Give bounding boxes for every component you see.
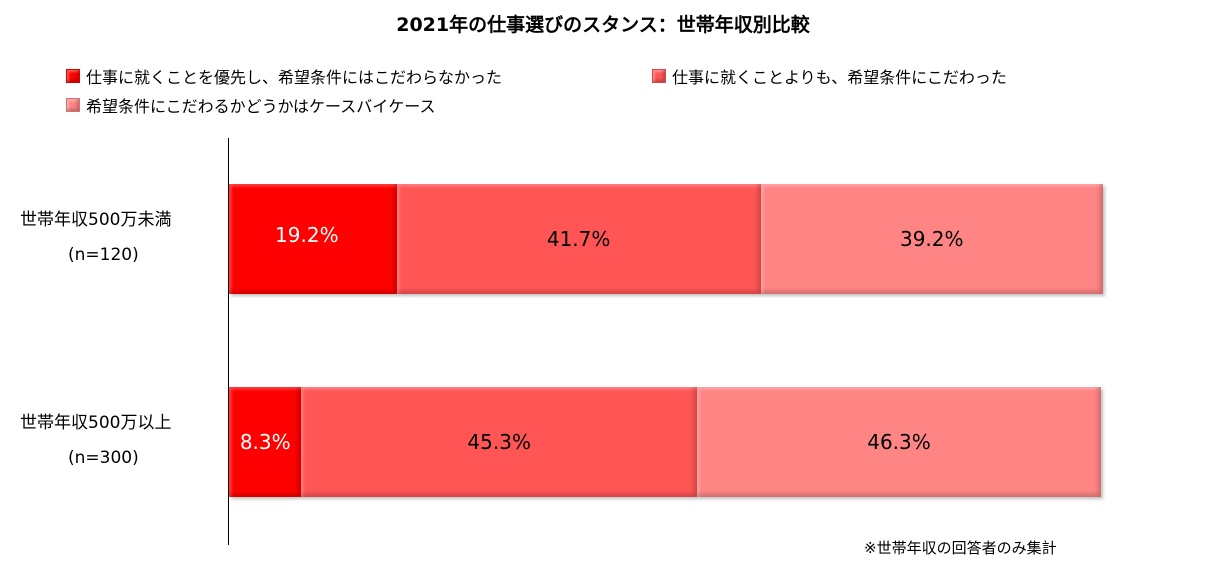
bar-row1-series1: 19.2% xyxy=(229,184,397,294)
legend-label-2: 仕事に就くことよりも、希望条件にこだわった xyxy=(672,68,1007,87)
legend-swatch-2 xyxy=(652,69,666,83)
legend-item-2: 仕事に就くことよりも、希望条件にこだわった xyxy=(652,64,1007,88)
footnote: ※世帯年収の回答者のみ集計 xyxy=(864,539,1057,557)
bar-row2-series1: 8.3% xyxy=(229,387,302,497)
legend-item-1: 仕事に就くことを優先し、希望条件にはこだわらなかった xyxy=(66,64,502,88)
bar-row2-series3: 46.3% xyxy=(696,387,1102,497)
legend-item-3: 希望条件にこだわるかどうかはケースバイケース xyxy=(66,93,435,117)
legend-label-3: 希望条件にこだわるかどうかはケースバイケース xyxy=(86,97,436,116)
legend-label-1: 仕事に就くことを優先し、希望条件にはこだわらなかった xyxy=(86,68,503,87)
data-label-row2-series3: 46.3% xyxy=(867,430,931,454)
data-label-row2-series1: 8.3% xyxy=(239,430,291,454)
chart-title: 2021年の仕事選びのスタンス：世帯年収別比較 xyxy=(396,14,810,36)
row-sample-1: (n=120) xyxy=(68,245,139,265)
bar-row1-series2: 41.7% xyxy=(396,184,761,294)
row-label-1: 世帯年収500万未満 xyxy=(20,210,172,230)
legend-swatch-1 xyxy=(66,69,80,83)
row-label-2: 世帯年収500万以上 xyxy=(20,413,172,433)
data-label-row1-series1: 19.2% xyxy=(275,223,339,247)
bar-row1-series3: 39.2% xyxy=(760,184,1103,294)
category-axis-line xyxy=(228,138,229,545)
bar-row2-series2: 45.3% xyxy=(301,387,697,497)
data-label-row2-series2: 45.3% xyxy=(467,430,531,454)
data-label-row1-series2: 41.7% xyxy=(546,227,611,251)
legend-swatch-3 xyxy=(66,98,80,112)
row-sample-2: (n=300) xyxy=(68,448,139,468)
data-label-row1-series3: 39.2% xyxy=(899,227,964,251)
